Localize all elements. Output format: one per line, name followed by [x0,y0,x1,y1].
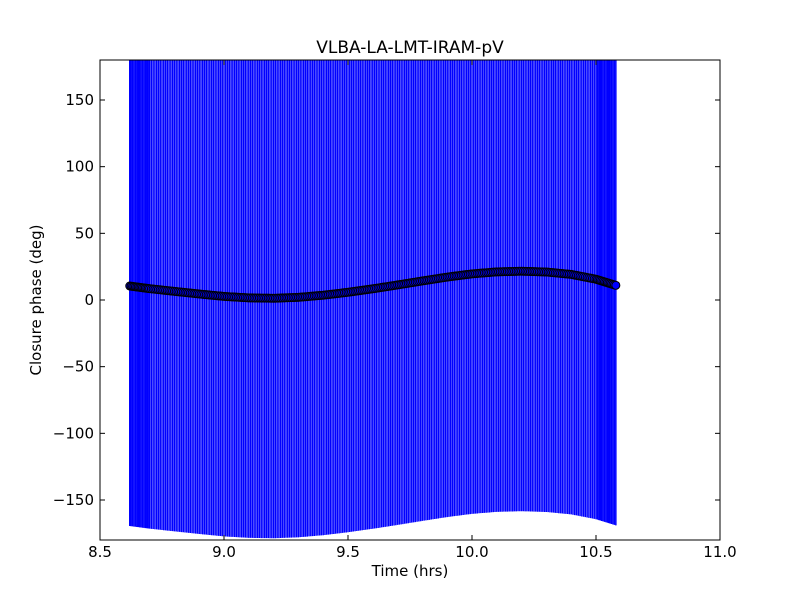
data-point [611,280,621,290]
y-tick-label: −50 [62,358,94,376]
y-tick-label: −150 [53,491,94,509]
y-tick-label: −100 [53,424,94,442]
y-axis-label: Closure phase (deg) [27,225,45,376]
x-tick-label: 8.5 [88,543,112,561]
x-tick-label: 9.5 [336,543,360,561]
y-tick-label: 150 [65,91,94,109]
data-points [125,266,621,303]
y-tick-label: 100 [65,158,94,176]
x-axis-label: Time (hrs) [371,562,449,580]
x-axis: 8.5 9.0 9.5 10.0 10.5 11.0 [88,60,737,561]
x-tick-label: 9.0 [212,543,236,561]
x-tick-label: 10.0 [455,543,488,561]
y-axis: 150 100 50 0 −50 −100 −150 [53,91,720,509]
y-tick-label: 50 [75,224,94,242]
x-tick-label: 10.5 [579,543,612,561]
plot-area [125,60,621,539]
y-tick-label: 0 [84,291,94,309]
chart-title: VLBA-LA-LMT-IRAM-pV [316,38,504,58]
x-tick-label: 11.0 [703,543,736,561]
